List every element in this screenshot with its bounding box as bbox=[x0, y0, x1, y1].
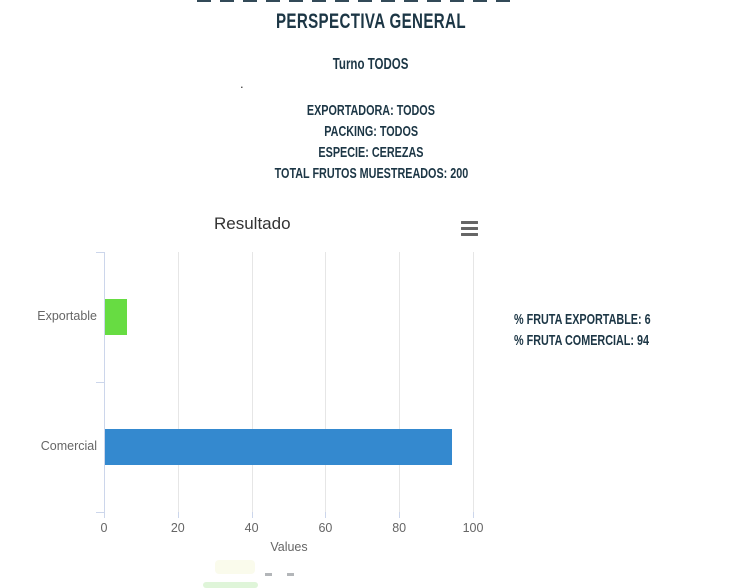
gridline-60 bbox=[325, 252, 327, 512]
cropped-content-bottom-blob bbox=[215, 560, 255, 574]
chart-title: Resultado bbox=[214, 214, 291, 233]
x-tick-label-20: 20 bbox=[170, 521, 185, 535]
page-title-text: PERSPECTIVA GENERAL bbox=[276, 10, 466, 33]
page-subtitle-text: Turno TODOS bbox=[333, 56, 409, 73]
x-tick-40 bbox=[251, 512, 253, 518]
x-tick-0 bbox=[104, 512, 105, 518]
category-label-exportable: Exportable bbox=[37, 309, 97, 323]
x-axis-title: Values bbox=[270, 540, 308, 554]
stray-dot: . bbox=[240, 76, 244, 91]
category-boundary-tick bbox=[96, 252, 104, 253]
bar-comercial bbox=[105, 429, 452, 465]
x-tick-label-40: 40 bbox=[244, 521, 259, 535]
filter-summary: EXPORTADORA: TODOS PACKING: TODOS ESPECI… bbox=[0, 100, 742, 184]
filter-especie: ESPECIE: CEREZAS bbox=[318, 144, 424, 161]
x-tick-label-60: 60 bbox=[318, 521, 333, 535]
x-tick-label-0: 0 bbox=[100, 521, 108, 535]
category-boundary-tick bbox=[96, 382, 104, 383]
cropped-content-bottom-dash bbox=[287, 573, 294, 576]
x-tick-20 bbox=[177, 512, 179, 518]
page-title: PERSPECTIVA GENERAL bbox=[0, 10, 742, 34]
category-boundary-tick bbox=[96, 512, 104, 513]
category-label-comercial: Comercial bbox=[40, 439, 97, 453]
summary-exportable: % FRUTA EXPORTABLE: 6 bbox=[514, 311, 651, 328]
x-tick-60 bbox=[325, 512, 327, 518]
x-tick-80 bbox=[399, 512, 401, 518]
hamburger-icon[interactable] bbox=[461, 221, 479, 238]
x-tick-label-80: 80 bbox=[392, 521, 407, 535]
cropped-text-top bbox=[197, 0, 513, 2]
filter-total-frutos: TOTAL FRUTOS MUESTREADOS: 200 bbox=[274, 165, 468, 182]
percentage-summary: % FRUTA EXPORTABLE: 6 % FRUTA COMERCIAL:… bbox=[514, 309, 704, 351]
gridline-100 bbox=[473, 252, 474, 512]
gridline-20 bbox=[177, 252, 179, 512]
gridline-80 bbox=[399, 252, 401, 512]
filter-packing: PACKING: TODOS bbox=[324, 123, 418, 140]
summary-comercial: % FRUTA COMERCIAL: 94 bbox=[514, 332, 649, 349]
cropped-content-bottom-dash bbox=[265, 573, 272, 576]
category-axis-line bbox=[104, 252, 105, 512]
gridline-40 bbox=[251, 252, 253, 512]
page-subtitle: Turno TODOS bbox=[0, 56, 742, 74]
x-tick-100 bbox=[473, 512, 474, 518]
bar-exportable bbox=[105, 299, 127, 335]
x-tick-label-100: 100 bbox=[462, 521, 484, 535]
cropped-content-bottom-green bbox=[203, 582, 258, 588]
filter-exportadora: EXPORTADORA: TODOS bbox=[306, 102, 435, 119]
